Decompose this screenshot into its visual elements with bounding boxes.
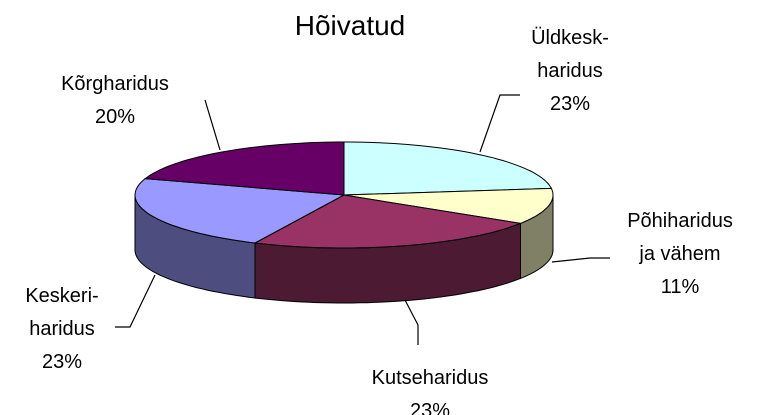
slice-label: Kutseharidus 23% — [372, 362, 489, 415]
leader-line — [404, 299, 419, 345]
category-label: Põhiharidus ja vähem — [627, 210, 733, 265]
value-label: 20% — [94, 106, 136, 128]
leader-line — [115, 274, 156, 328]
value-label: 23% — [41, 351, 83, 373]
chart-title: Hõivatud — [294, 10, 406, 41]
category-label: Keskeri- haridus — [25, 285, 99, 340]
category-label: Kutseharidus — [371, 367, 489, 389]
category-label: Kõrgharidus — [61, 73, 169, 95]
slice — [343, 141, 553, 196]
slice-label: Kõrgharidus 20% — [61, 68, 169, 134]
value-label: 23% — [549, 93, 591, 115]
slice — [343, 187, 554, 224]
slice — [253, 194, 523, 249]
value-label: 23% — [409, 400, 451, 415]
category-label: Üldkesk- haridus — [531, 27, 609, 82]
slice — [143, 141, 345, 196]
leader-line — [479, 94, 520, 153]
slice-label: Keskeri- haridus 23% — [25, 280, 98, 379]
slice-label: Põhiharidus ja vähem 11% — [627, 205, 733, 304]
slice — [134, 178, 346, 244]
slice-label: Üldkesk- haridus 23% — [531, 22, 609, 121]
leader-line — [551, 257, 610, 263]
leader-line — [204, 99, 221, 151]
value-label: 11% — [660, 276, 700, 298]
